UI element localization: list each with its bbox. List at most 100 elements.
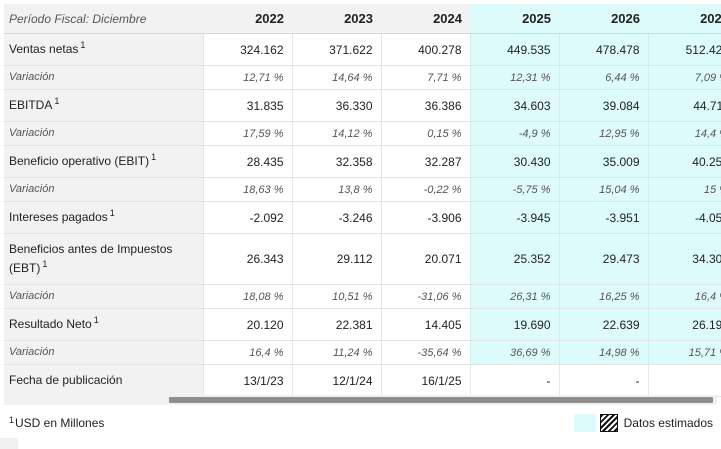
variation-cell: 18,08 % <box>202 284 292 309</box>
value-cell: - <box>469 364 559 397</box>
variation-label: Variación <box>4 121 203 146</box>
value-cell: 28.435 <box>202 145 292 178</box>
unit-label: USD en Millones <box>15 416 105 430</box>
table-row: Resultado Neto 1 20.120 22.381 14.405 19.… <box>4 308 721 341</box>
estimate-color-swatch <box>573 414 596 432</box>
value-cell: 29.112 <box>291 233 381 285</box>
value-cell: 32.287 <box>380 145 470 178</box>
row-label-text: Fecha de publicación <box>9 373 123 387</box>
variation-row: Variación 12,71 % 14,64 % 7,71 % 12,31 %… <box>4 65 721 90</box>
row-label: Resultado Neto 1 <box>4 308 203 341</box>
unit-note: 1USD en Millones <box>9 415 105 431</box>
legend-label: Datos estimados <box>623 416 713 430</box>
footnote-marker: 1 <box>109 208 115 218</box>
row-label-text: Beneficio operativo (EBIT) <box>9 154 150 168</box>
value-cell-estimate: 30.430 <box>469 145 559 178</box>
variation-cell: 18,63 % <box>202 177 292 202</box>
row-label-text: Intereses pagados <box>9 210 108 224</box>
table-row: Beneficios antes de Impuestos (EBT) 1 26.… <box>4 233 721 285</box>
value-cell-estimate: 44.711 <box>647 89 721 122</box>
variation-cell: 7,71 % <box>380 65 470 90</box>
value-cell-estimate: 40.258 <box>647 145 721 178</box>
value-cell: 324.162 <box>202 33 292 66</box>
value-cell: 20.071 <box>380 233 470 285</box>
value-cell: 26.343 <box>202 233 292 285</box>
value-cell-estimate: 26.197 <box>647 308 721 341</box>
value-cell: 371.622 <box>291 33 381 66</box>
variation-cell-estimate: 15,71 % <box>647 340 721 365</box>
row-label: Ventas netas 1 <box>4 33 203 66</box>
value-cell-estimate: 478.478 <box>558 33 648 66</box>
value-cell: -3.906 <box>380 201 470 234</box>
variation-cell: 11,24 % <box>291 340 381 365</box>
variation-cell-estimate: 7,09 % <box>647 65 721 90</box>
footnote-marker: 1 <box>93 315 99 325</box>
variation-cell: 16,4 % <box>202 340 292 365</box>
variation-cell: -35,64 % <box>380 340 470 365</box>
value-cell-estimate: 39.084 <box>558 89 648 122</box>
variation-cell-estimate: 6,44 % <box>558 65 648 90</box>
footnote-marker: 1 <box>42 259 48 269</box>
value-cell-estimate: -4.050 <box>647 201 721 234</box>
row-label-text: EBITDA <box>9 98 53 112</box>
footnote-marker: 1 <box>9 415 15 425</box>
row-label: Beneficio operativo (EBIT) 1 <box>4 145 203 178</box>
variation-cell-estimate: 14,98 % <box>558 340 648 365</box>
horizontal-scrollbar[interactable] <box>4 395 717 405</box>
variation-cell-estimate: 26,31 % <box>469 284 559 309</box>
footnote-marker: 1 <box>80 40 86 50</box>
variation-cell: -0,22 % <box>380 177 470 202</box>
value-cell-estimate: 22.639 <box>558 308 648 341</box>
page-corner <box>0 438 18 449</box>
value-cell-estimate: 35.009 <box>558 145 648 178</box>
period-label: Período Fiscal: Diciembre <box>4 4 203 34</box>
year-header: 2023 <box>292 4 381 34</box>
value-cell: 20.120 <box>202 308 292 341</box>
hatch-pattern-icon <box>599 414 618 432</box>
table-footer: 1USD en Millones Datos estimados <box>4 410 717 436</box>
variation-row: Variación 18,63 % 13,8 % -0,22 % -5,75 %… <box>4 177 721 202</box>
table-row: EBITDA 1 31.835 36.330 36.386 34.603 39.0… <box>4 89 721 122</box>
variation-cell-estimate: -4,9 % <box>469 121 559 146</box>
variation-cell: 17,59 % <box>202 121 292 146</box>
variation-cell-estimate: 16,4 % <box>647 284 721 309</box>
value-cell: 22.381 <box>291 308 381 341</box>
variation-label: Variación <box>4 284 203 309</box>
variation-label: Variación <box>4 177 203 202</box>
variation-cell-estimate: 15,04 % <box>558 177 648 202</box>
year-header: 2022 <box>203 4 292 34</box>
financials-table: Período Fiscal: Diciembre 2022 2023 2024… <box>4 4 721 397</box>
variation-cell: 12,71 % <box>202 65 292 90</box>
row-label: Intereses pagados 1 <box>4 201 203 234</box>
value-cell: 31.835 <box>202 89 292 122</box>
variation-cell: 10,51 % <box>291 284 381 309</box>
variation-cell-estimate: 36,69 % <box>469 340 559 365</box>
variation-label: Variación <box>4 340 203 365</box>
scrollbar-thumb[interactable] <box>169 397 713 403</box>
variation-cell: 13,8 % <box>291 177 381 202</box>
value-cell: 32.358 <box>291 145 381 178</box>
year-header: 2024 <box>381 4 470 34</box>
variation-cell: 14,64 % <box>291 65 381 90</box>
row-label-text: Ventas netas <box>9 42 79 56</box>
value-cell-estimate: 19.690 <box>469 308 559 341</box>
value-cell-estimate: 34.308 <box>647 233 721 285</box>
variation-cell-estimate: 12,95 % <box>558 121 648 146</box>
value-cell: 400.278 <box>380 33 470 66</box>
legend: Datos estimados <box>573 413 713 433</box>
value-cell: 16/1/25 <box>380 364 470 397</box>
year-header-estimate: 2027 <box>648 4 721 34</box>
header-row: Período Fiscal: Diciembre 2022 2023 2024… <box>4 4 721 34</box>
value-cell-estimate: -3.951 <box>558 201 648 234</box>
value-cell: 36.330 <box>291 89 381 122</box>
year-header-estimate: 2025 <box>470 4 559 34</box>
variation-cell: -31,06 % <box>380 284 470 309</box>
value-cell-estimate: 29.473 <box>558 233 648 285</box>
value-cell: - <box>647 364 721 397</box>
table-row: Intereses pagados 1 -2.092 -3.246 -3.906 … <box>4 201 721 234</box>
value-cell: 13/1/23 <box>202 364 292 397</box>
variation-row: Variación 16,4 % 11,24 % -35,64 % 36,69 … <box>4 340 721 365</box>
variation-cell-estimate: 16,25 % <box>558 284 648 309</box>
value-cell-estimate: 34.603 <box>469 89 559 122</box>
variation-cell-estimate: -5,75 % <box>469 177 559 202</box>
